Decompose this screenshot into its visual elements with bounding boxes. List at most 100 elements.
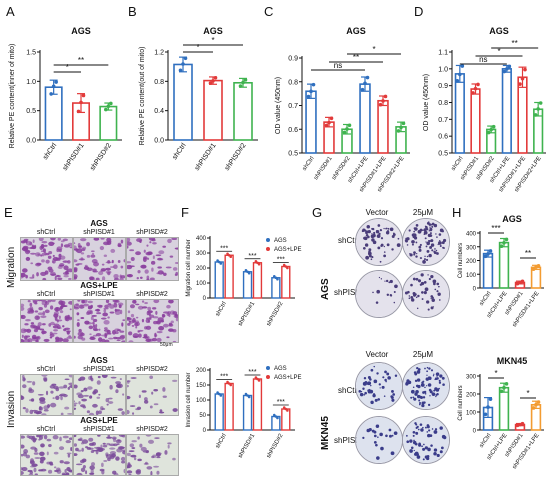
cell <box>109 266 115 268</box>
cell <box>58 248 62 253</box>
data-point <box>104 107 108 112</box>
colony <box>427 403 431 406</box>
cell <box>42 323 46 326</box>
cell <box>108 304 115 309</box>
colony-texture <box>403 417 449 463</box>
colony <box>415 224 419 227</box>
colony <box>428 367 431 370</box>
legend-label: AGS <box>274 238 287 244</box>
cell <box>63 274 69 278</box>
data-point <box>455 78 460 83</box>
cell <box>77 319 80 321</box>
cell <box>54 307 61 312</box>
colony <box>428 277 431 281</box>
cell <box>108 337 114 340</box>
cell <box>41 252 45 257</box>
data-point <box>458 72 462 77</box>
colony <box>428 376 431 379</box>
y-tick-label: 200 <box>196 266 207 272</box>
bar <box>271 277 281 299</box>
colony <box>436 282 440 286</box>
cell <box>37 312 44 316</box>
cell <box>156 337 162 342</box>
colony <box>364 391 367 395</box>
colony <box>389 227 394 232</box>
colony <box>373 231 376 235</box>
y-tick-label: 0.9 <box>288 56 298 63</box>
cell <box>42 311 46 316</box>
cell <box>41 375 48 377</box>
cell <box>27 338 33 342</box>
chart-c: AGS OD value (450nm) 0.5 0.6 0.7 0.8 0.9 shCtrl… <box>275 26 410 193</box>
cell <box>75 303 79 306</box>
cell <box>93 389 99 394</box>
cell <box>31 336 37 342</box>
y-tick-label: 200 <box>466 259 477 265</box>
cell <box>152 307 157 310</box>
panel-label-d: D <box>414 4 424 19</box>
colony <box>423 228 427 232</box>
cell <box>145 338 152 342</box>
colony <box>418 443 422 447</box>
cell <box>40 243 45 249</box>
cell <box>37 393 44 396</box>
cell <box>35 339 39 342</box>
g-ags-shctrl-label: shCtrl <box>338 236 359 245</box>
colony <box>417 229 422 234</box>
cell <box>37 322 42 327</box>
cell <box>58 446 65 451</box>
colony <box>415 296 418 299</box>
significance-label: ns <box>334 61 342 70</box>
cell <box>68 437 72 440</box>
cell <box>101 469 105 475</box>
colony <box>375 229 380 234</box>
cell <box>97 435 101 437</box>
y-tick-label: 1.0 <box>26 79 36 86</box>
e-col-shctrl-3: shCtrl <box>36 366 56 373</box>
colony-texture <box>356 271 402 317</box>
panel-label-h: H <box>452 205 462 220</box>
cell <box>50 390 54 394</box>
cell <box>74 276 78 280</box>
data-point <box>520 76 525 81</box>
cell <box>129 322 133 324</box>
y-tick-label: 1.5 <box>26 50 36 57</box>
cell <box>172 267 178 271</box>
colony <box>434 248 436 250</box>
cell <box>37 300 42 302</box>
bar <box>242 271 253 299</box>
colony <box>437 292 441 296</box>
cell <box>110 376 117 379</box>
data-point <box>460 64 465 68</box>
cell <box>52 242 55 245</box>
cell <box>162 387 166 392</box>
y-tick-label: 0.7 <box>288 103 298 110</box>
y-tick-label: 300 <box>196 251 207 257</box>
cell <box>105 300 110 304</box>
colony <box>424 446 428 450</box>
bar <box>224 254 234 299</box>
colony <box>409 253 413 257</box>
cell <box>62 435 69 439</box>
cell <box>40 468 47 472</box>
cell <box>129 443 135 448</box>
cell <box>105 267 111 271</box>
cell <box>127 452 131 457</box>
colony <box>368 250 371 254</box>
colony <box>432 375 435 377</box>
cell <box>119 446 125 449</box>
cell <box>55 339 59 342</box>
cell <box>128 331 133 336</box>
cell <box>49 305 54 310</box>
cell <box>120 334 125 339</box>
colony <box>429 246 433 249</box>
colony <box>385 279 389 283</box>
chart-f-migration: Migration cell number 0 100 200 300 400 *** shC… <box>186 236 302 327</box>
cell <box>50 321 55 326</box>
cell <box>66 269 69 274</box>
bar <box>224 382 234 431</box>
cell <box>101 408 106 410</box>
significance-label: *** <box>220 245 228 252</box>
data-point <box>208 81 213 85</box>
cell <box>52 325 59 329</box>
